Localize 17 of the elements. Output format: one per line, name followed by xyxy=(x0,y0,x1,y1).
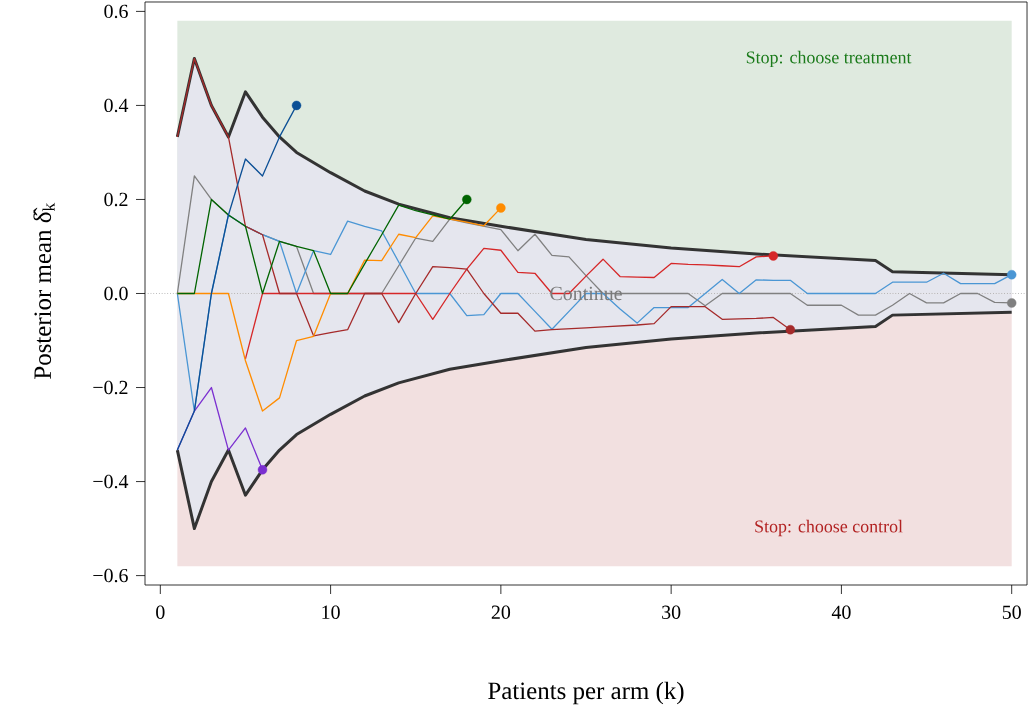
y-tick-label: −0.6 xyxy=(93,568,128,583)
x-axis-title: Patients per arm (k) xyxy=(488,681,684,705)
x-tick-label: 40 xyxy=(831,605,851,619)
band-label: Stop: choose control xyxy=(755,519,903,537)
y-tick-label: −0.4 xyxy=(93,474,129,489)
y-tick-label: 0.2 xyxy=(104,192,128,207)
y-tick-label: 0.0 xyxy=(104,286,128,301)
x-tick-label: 10 xyxy=(322,605,340,619)
band-label: Stop: choose treatment xyxy=(746,50,912,68)
y-tick-label: 0.6 xyxy=(104,4,128,19)
x-tick-label: 20 xyxy=(491,605,511,619)
x-tick-label: 30 xyxy=(662,605,681,619)
x-tick-label: 0 xyxy=(156,605,165,619)
y-axis-title: Posterior mean δ̂$_{k}$ xyxy=(33,202,55,379)
y-tick-label: −0.2 xyxy=(93,380,128,395)
x-tick-label: 50 xyxy=(1002,605,1021,619)
y-tick-label: 0.4 xyxy=(104,98,129,113)
